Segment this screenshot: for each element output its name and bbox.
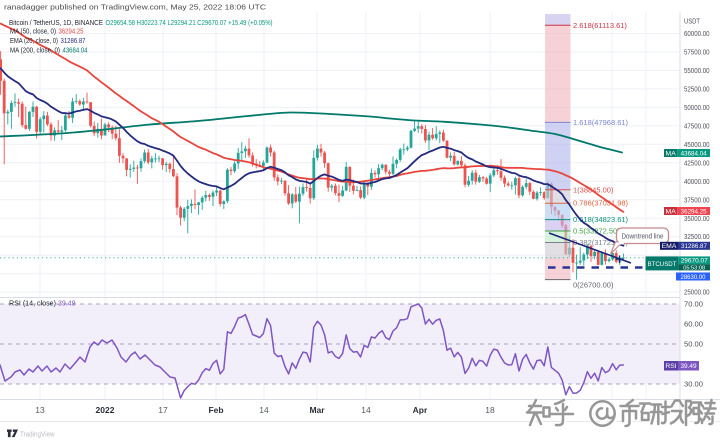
svg-text:45000.00: 45000.00	[684, 142, 710, 149]
svg-text:0.786(37031.98): 0.786(37031.98)	[573, 199, 629, 208]
svg-text:0(26700.00): 0(26700.00)	[573, 281, 614, 290]
svg-text:60000.00: 60000.00	[684, 31, 710, 38]
svg-text:39.49: 39.49	[58, 301, 76, 308]
svg-text:70.00: 70.00	[684, 302, 703, 309]
svg-text:0.382(31721.39): 0.382(31721.39)	[573, 238, 629, 247]
svg-text:EMA: EMA	[662, 243, 677, 250]
svg-text:USDT: USDT	[684, 19, 701, 26]
svg-text:2022: 2022	[96, 405, 115, 415]
svg-text:40000.00: 40000.00	[684, 179, 710, 186]
svg-text:18: 18	[485, 405, 495, 415]
svg-text:RSI: RSI	[665, 363, 676, 370]
svg-text:43684.04: 43684.04	[63, 48, 88, 55]
svg-text:Downtrend line: Downtrend line	[622, 233, 664, 240]
svg-text:2.618(61113.61): 2.618(61113.61)	[573, 21, 627, 30]
svg-text:47500.00: 47500.00	[684, 123, 710, 130]
svg-text:05:53:08: 05:53:08	[683, 266, 705, 272]
svg-text:36294.25: 36294.25	[681, 208, 707, 215]
svg-text:50.00: 50.00	[684, 342, 703, 349]
svg-text:52500.00: 52500.00	[684, 86, 710, 93]
svg-text:MA (200, close, 0): MA (200, close, 0)	[10, 48, 60, 55]
svg-text:TradingView: TradingView	[20, 430, 55, 439]
svg-text:60.00: 60.00	[684, 322, 703, 329]
svg-text:Apr: Apr	[413, 405, 428, 415]
svg-text:1(38845.00): 1(38845.00)	[573, 185, 614, 194]
svg-text:43684.04: 43684.04	[681, 150, 707, 157]
svg-text:42500.00: 42500.00	[684, 160, 710, 167]
svg-text:BTCUSDT: BTCUSDT	[648, 261, 677, 268]
svg-text:55000.00: 55000.00	[684, 68, 710, 75]
svg-text:50000.00: 50000.00	[684, 105, 710, 112]
svg-text:31286.87: 31286.87	[61, 38, 86, 45]
svg-text:36294.25: 36294.25	[59, 29, 84, 36]
svg-text:35000.00: 35000.00	[684, 216, 710, 223]
svg-text:13: 13	[35, 405, 45, 415]
svg-text:17: 17	[158, 405, 168, 415]
svg-text:0.618(34823.61): 0.618(34823.61)	[573, 215, 629, 224]
svg-text:EMA (20, close, 0): EMA (20, close, 0)	[10, 38, 58, 45]
svg-text:O29654.58 H30223.74 L29294.21: O29654.58 H30223.74 L29294.21 C29670.07 …	[106, 18, 273, 27]
svg-text:MA (50, close, 0): MA (50, close, 0)	[10, 29, 56, 36]
svg-text:32500.00: 32500.00	[684, 234, 710, 241]
svg-text:28630.00: 28630.00	[681, 274, 706, 281]
svg-text:ranadagger published on Tradin: ranadagger published on TradingView.com,…	[4, 3, 267, 12]
svg-text:29670.07: 29670.07	[681, 258, 708, 265]
svg-text:31286.87: 31286.87	[681, 243, 707, 250]
svg-text:MA: MA	[666, 208, 677, 215]
svg-text:Bitcoin / TetherUS, 1D, BINANC: Bitcoin / TetherUS, 1D, BINANCE	[9, 18, 103, 27]
svg-text:MA: MA	[666, 150, 677, 157]
svg-text:RSI (14, close): RSI (14, close)	[9, 301, 56, 308]
svg-text:1.618(47968.61): 1.618(47968.61)	[573, 118, 629, 127]
svg-text:14: 14	[259, 405, 269, 415]
svg-text:25000.00: 25000.00	[684, 290, 710, 297]
svg-text:30.00: 30.00	[684, 382, 703, 389]
svg-text:14: 14	[361, 405, 371, 415]
svg-text:39.49: 39.49	[681, 363, 697, 370]
svg-text:Mar: Mar	[309, 405, 325, 415]
svg-text:57500.00: 57500.00	[684, 50, 710, 57]
svg-text:Feb: Feb	[208, 405, 223, 415]
svg-text:37500.00: 37500.00	[684, 197, 710, 204]
